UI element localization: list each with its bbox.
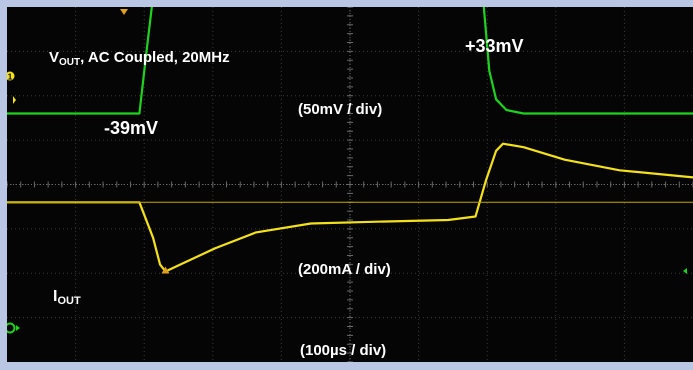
ch2-offscreen-marker [683,268,687,274]
traces [7,7,693,274]
dip-marker [161,266,170,274]
scope-frame-bottom [0,362,693,370]
vout-label: VOUT, AC Coupled, 20MHz [49,49,230,68]
vout-trace [7,142,693,273]
scope-frame-left [0,0,7,370]
dip-annotation: -39mV [104,118,158,138]
time-scale-label: (100µs / div) [300,342,386,359]
scope-frame-top [0,0,693,7]
ch1-ground-marker [13,96,16,104]
ch2-ground-marker [16,325,20,331]
peak-annotation: +33mV [465,36,524,56]
graticule [7,7,693,362]
voltage-scale-label: (50mV / div) [298,101,382,118]
trigger-position-marker [120,9,128,15]
ch1-level-marker-label: 1 [8,73,13,82]
annotations: VOUT, AC Coupled, 20MHz -39mV +33mV (50m… [49,36,524,359]
iout-label: IOUT [53,288,81,307]
oscilloscope-plot: 1 VOUT, AC Coupled, 20MHz -39mV +33mV (5… [7,7,693,362]
iout-trace [7,7,693,115]
current-scale-label: (200mA / div) [298,261,391,278]
ch1-level-marker [7,71,15,81]
ch2-level-marker [7,322,16,334]
markers: 1 [7,9,687,334]
oscilloscope-screen: 1 VOUT, AC Coupled, 20MHz -39mV +33mV (5… [7,7,693,362]
